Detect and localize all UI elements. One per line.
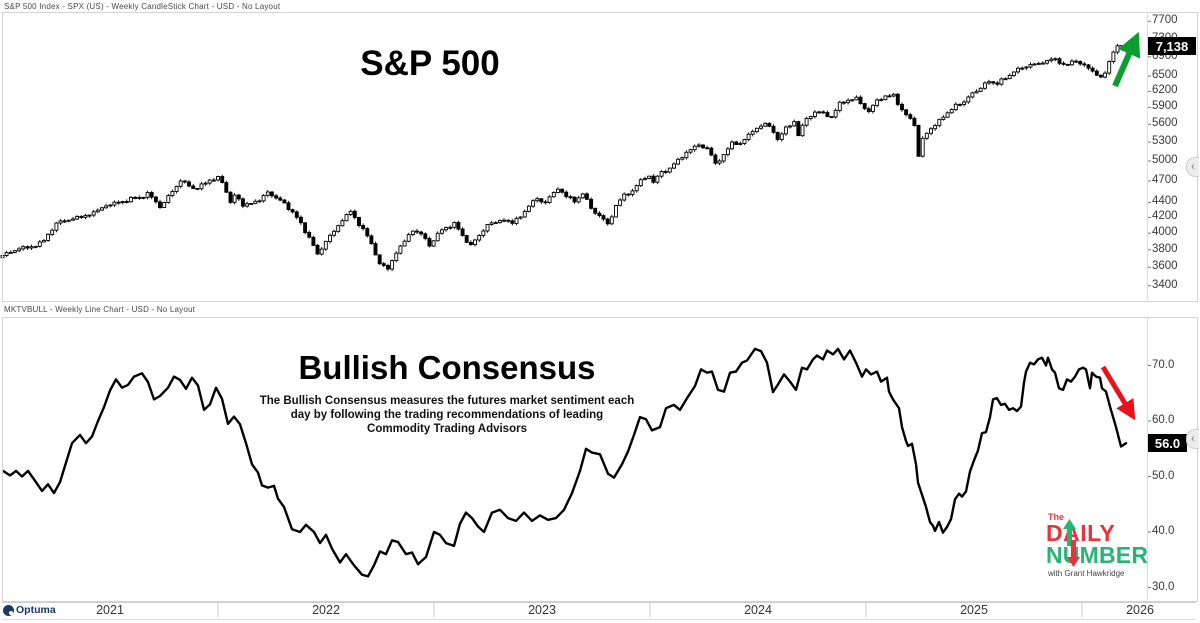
optuma-logo-text: Optuma bbox=[16, 604, 56, 616]
consensus-line-chart-canvas[interactable] bbox=[1, 347, 1128, 578]
daily-number-logo-number: NUMBER bbox=[1046, 540, 1149, 568]
consensus-axis-collapse-button[interactable]: ‹ bbox=[1186, 429, 1199, 449]
year-label: 2025 bbox=[960, 603, 988, 617]
year-label: 2023 bbox=[528, 603, 556, 617]
sp500-y-tick-label: 3600 bbox=[1152, 260, 1178, 273]
year-label: 2024 bbox=[744, 603, 772, 617]
consensus-y-tick-label: 60.0 bbox=[1152, 414, 1175, 426]
year-label: 2026 bbox=[1126, 603, 1154, 617]
sp500-y-tick-label: 3400 bbox=[1152, 278, 1178, 291]
chevron-left-icon: ‹ bbox=[1191, 161, 1195, 173]
daily-number-logo-daily: DAILY bbox=[1046, 519, 1116, 546]
consensus-y-tick-label: 40.0 bbox=[1152, 525, 1175, 537]
time-axis-top-border bbox=[2, 602, 1196, 603]
daily-number-logo: The DAILY NUMBER with Grant Hawkridge bbox=[1046, 513, 1166, 578]
green-up-arrow-icon bbox=[1063, 519, 1076, 546]
sp500-price-axis-divider bbox=[1147, 13, 1148, 300]
consensus-y-tick-label: 70.0 bbox=[1152, 358, 1175, 371]
consensus-subtitle: The Bullish Consensus measures the futur… bbox=[237, 394, 657, 436]
consensus-last-value-label: 56.0 bbox=[1148, 434, 1187, 452]
year-separator-ticks bbox=[217, 603, 1083, 617]
consensus-subtitle-line1: The Bullish Consensus measures the futur… bbox=[259, 395, 635, 407]
chevron-left-icon: ‹ bbox=[1191, 433, 1195, 445]
sp500-y-tick-label: 4400 bbox=[1152, 195, 1178, 208]
sp500-y-tick-label: 4000 bbox=[1152, 226, 1178, 239]
sp500-y-tick-label: 4700 bbox=[1152, 174, 1178, 186]
sp500-y-tick-label: 6500 bbox=[1152, 69, 1178, 82]
optuma-logo-icon bbox=[3, 604, 14, 616]
consensus-subtitle-line2: day by following the trading recommendat… bbox=[290, 409, 604, 421]
sp500-y-tick-label: 4200 bbox=[1152, 210, 1178, 223]
consensus-y-tick-label: 50.0 bbox=[1152, 469, 1175, 482]
sp500-y-tick-label: 6200 bbox=[1152, 84, 1178, 97]
consensus-chart-title: Bullish Consensus bbox=[298, 349, 596, 386]
trend-arrows bbox=[1100, 31, 1141, 421]
candlestick-chart-canvas[interactable] bbox=[0, 43, 1124, 272]
sp500-y-tick-label: 3800 bbox=[1152, 242, 1178, 255]
sp500-up-trend-arrow bbox=[1112, 31, 1141, 88]
red-down-arrow-icon bbox=[1067, 540, 1080, 567]
daily-number-logo-the: The bbox=[1048, 512, 1065, 522]
sp500-y-tick-label: 7700 bbox=[1152, 14, 1178, 27]
sp500-last-price-label: 7,138 bbox=[1148, 37, 1196, 55]
year-label: 2022 bbox=[312, 603, 340, 617]
consensus-value-axis-divider bbox=[1147, 318, 1148, 600]
daily-number-logo-tagline: with Grant Hawkridge bbox=[1048, 569, 1125, 578]
mktvbull-panel-header: MKTVBULL - Weekly Line Chart - USD - No … bbox=[4, 305, 196, 314]
sp500-y-tick-label: 5900 bbox=[1152, 100, 1178, 113]
sp500-panel-header: S&P 500 Index - SPX (US) - Weekly Candle… bbox=[4, 2, 281, 11]
optuma-logo: Optuma bbox=[3, 604, 56, 616]
year-label: 2021 bbox=[96, 603, 124, 617]
consensus-y-tick-label: 30.0 bbox=[1152, 580, 1175, 593]
sp500-y-tick-label: 5000 bbox=[1152, 154, 1178, 166]
time-axis-bottom-border bbox=[2, 619, 1196, 620]
consensus-subtitle-line3: Commodity Trading Advisors bbox=[367, 423, 527, 435]
sp500-y-tick-label: 5300 bbox=[1152, 135, 1178, 148]
sp500-chart-title: S&P 500 bbox=[360, 44, 500, 83]
sp500-y-tick-label: 5600 bbox=[1152, 117, 1178, 130]
consensus-down-trend-arrow bbox=[1100, 365, 1136, 421]
sp500-axis-collapse-button[interactable]: ‹ bbox=[1186, 157, 1199, 177]
